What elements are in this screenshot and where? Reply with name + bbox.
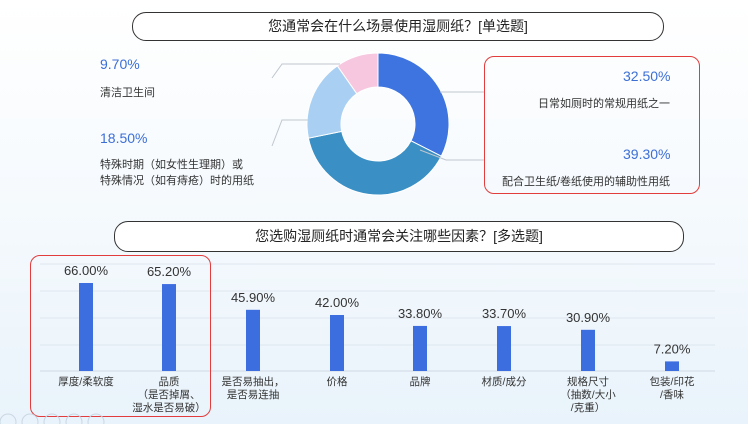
bar-value-label-6: 30.90% xyxy=(566,310,611,325)
bar-5 xyxy=(497,326,511,371)
bar-category-label-7-0: 包装/印花 xyxy=(650,375,695,388)
donut-slice-cleaning xyxy=(336,52,379,95)
bar-value-label-1: 65.20% xyxy=(147,264,192,279)
bar-category-label-4-0: 品牌 xyxy=(410,375,431,388)
bar-category-label-7-1: /香味 xyxy=(660,389,684,401)
label-cleaning: 清洁卫生间 xyxy=(100,87,155,99)
bar-4 xyxy=(413,325,427,371)
bar-value-label-2: 45.90% xyxy=(231,290,276,305)
label-daily: 日常如厕时的常规用纸之一 xyxy=(538,98,670,110)
bar-category-label-1-2: 湿水是否易破） xyxy=(132,401,206,414)
bar-1 xyxy=(162,284,176,371)
bar-6 xyxy=(581,329,595,371)
bar-value-label-7: 7.20% xyxy=(654,341,691,356)
donut-slice-auxiliary xyxy=(307,130,442,196)
bar-value-label-3: 42.00% xyxy=(315,295,360,310)
question-2-title: 您选购湿厕纸时通常会关注哪些因素？[多选题] xyxy=(114,221,684,252)
bar-category-label-1-0: 品质 xyxy=(159,376,180,388)
label-special-2: 特殊情况（如有痔疮）时的用纸 xyxy=(100,175,254,187)
bar-category-label-1-1: （是否掉屑、 xyxy=(138,388,201,401)
bar-category-label-2-0: 是否易抽出， xyxy=(222,375,285,388)
pct-special: 18.50% xyxy=(100,130,148,146)
bar-3 xyxy=(330,315,344,371)
donut-chart xyxy=(271,52,484,196)
bar-category-label-3-0: 价格 xyxy=(327,375,348,388)
pct-cleaning: 9.70% xyxy=(100,56,140,72)
highlight-box-q2 xyxy=(30,255,211,417)
bar-category-label-2-1: 是否易连抽 xyxy=(227,388,280,401)
bar-category-label-6-1: （抽数/大小 xyxy=(560,388,616,401)
bar-value-label-0: 66.00% xyxy=(64,263,109,278)
pct-auxiliary: 39.30% xyxy=(623,146,671,162)
question-1-title: 您通常会在什么场景使用湿厕纸？[单选题] xyxy=(132,12,664,41)
pct-daily: 32.50% xyxy=(623,68,671,84)
leader-line-special xyxy=(271,119,308,147)
label-special-1: 特殊时期（如女性生理期）或 xyxy=(100,159,243,171)
bar-category-label-5-0: 材质/成分 xyxy=(482,375,527,388)
bar-category-label-6-0: 规格尺寸 xyxy=(567,375,609,388)
decorative-circles xyxy=(0,413,105,424)
bar-category-label-6-2: /克重） xyxy=(571,401,605,414)
bar-0 xyxy=(79,283,93,371)
leader-line-cleaning xyxy=(271,63,340,79)
bar-value-label-5: 33.70% xyxy=(482,306,527,321)
bar-category-label-0-0: 厚度/柔软度 xyxy=(58,375,114,388)
bar-2 xyxy=(246,309,260,371)
label-auxiliary: 配合卫生纸/卷纸使用的辅助性用纸 xyxy=(502,176,671,188)
highlight-box-q1 xyxy=(484,56,700,194)
bar-7 xyxy=(665,361,679,371)
bar-value-label-4: 33.80% xyxy=(398,306,443,321)
leader-line-auxiliary xyxy=(419,149,484,161)
donut-slice-daily xyxy=(377,52,450,157)
